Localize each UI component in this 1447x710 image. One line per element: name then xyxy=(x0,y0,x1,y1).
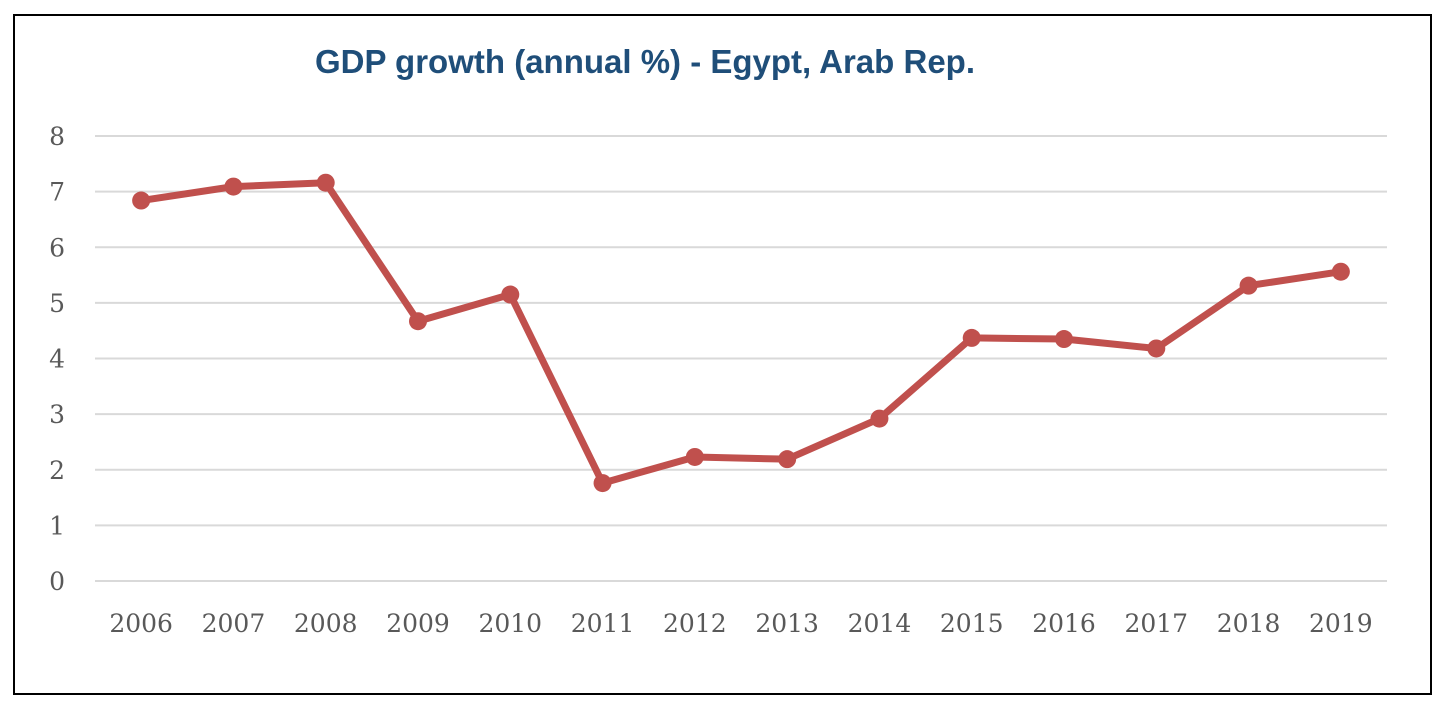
y-tick-label: 3 xyxy=(49,400,65,429)
data-point-2015 xyxy=(962,328,981,347)
y-tick-label: 7 xyxy=(49,178,65,207)
data-point-2014 xyxy=(870,409,889,428)
data-point-2013 xyxy=(778,450,797,469)
data-point-2018 xyxy=(1239,276,1258,295)
data-point-2008 xyxy=(316,173,335,192)
data-point-2016 xyxy=(1055,330,1073,349)
x-tick-label: 2013 xyxy=(755,609,819,638)
y-tick-label: 5 xyxy=(49,289,65,318)
series-layer xyxy=(132,173,1350,493)
series-line xyxy=(137,179,1345,487)
y-tick-label: 1 xyxy=(49,511,65,540)
y-tick-label: 4 xyxy=(49,345,65,374)
x-tick-label: 2008 xyxy=(294,609,358,638)
x-axis-ticks: 2006 2007 2008 2009 2010 2011 2012 2013 2014 2015… xyxy=(109,609,1372,638)
data-point-2007 xyxy=(224,177,243,196)
data-point-2017 xyxy=(1147,339,1166,358)
y-tick-label: 2 xyxy=(49,456,65,485)
x-tick-label: 2014 xyxy=(848,609,912,638)
x-tick-label: 2012 xyxy=(663,609,727,638)
x-tick-label: 2010 xyxy=(478,609,542,638)
data-point-2010 xyxy=(501,285,520,304)
data-point-2019 xyxy=(1331,262,1350,281)
x-tick-label: 2011 xyxy=(571,609,635,638)
data-point-2012 xyxy=(685,447,704,466)
data-point-2011 xyxy=(593,474,612,493)
y-tick-label: 0 xyxy=(49,567,65,596)
data-point-2009 xyxy=(409,312,427,331)
x-tick-label: 2015 xyxy=(940,609,1004,638)
x-tick-label: 2018 xyxy=(1217,609,1281,638)
x-tick-label: 2017 xyxy=(1124,609,1188,638)
y-tick-label: 6 xyxy=(49,233,65,262)
x-tick-label: 2009 xyxy=(386,609,450,638)
x-tick-label: 2016 xyxy=(1032,609,1096,638)
data-point-2006 xyxy=(132,191,151,210)
chart-title: GDP growth (annual %) - Egypt, Arab Rep. xyxy=(314,43,976,80)
x-tick-label: 2019 xyxy=(1309,609,1373,638)
y-axis-ticks: 0 1 2 3 4 5 6 7 8 xyxy=(49,122,65,596)
x-tick-label: 2006 xyxy=(109,609,173,638)
x-tick-label: 2007 xyxy=(202,609,266,638)
y-tick-label: 8 xyxy=(49,122,65,151)
gridlines xyxy=(95,135,1387,582)
